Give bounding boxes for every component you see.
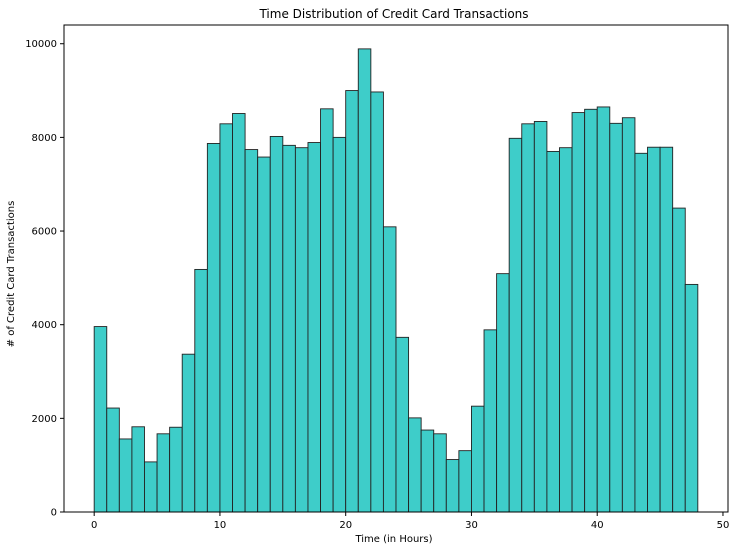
x-tick-label: 10: [214, 520, 227, 531]
y-axis-ticks: 0 2000 4000 6000 8000 10000: [25, 39, 64, 519]
histogram-bar: [294, 147, 309, 513]
y-tick-label: 8000: [32, 133, 57, 144]
y-axis-label: # of Credit Card Transactions: [6, 201, 17, 348]
histogram-bar: [106, 407, 120, 513]
histogram-bar: [634, 152, 648, 513]
histogram-bar: [458, 450, 472, 513]
histogram-bar: [559, 147, 573, 513]
histogram-bar: [596, 106, 611, 513]
x-tick-label: 0: [91, 520, 97, 531]
histogram-bar: [382, 226, 397, 513]
histogram-bar: [508, 137, 523, 513]
histogram-bar: [257, 156, 271, 513]
histogram-bar: [420, 429, 435, 513]
histogram-bar: [609, 122, 623, 513]
histogram-bar: [433, 433, 447, 513]
histogram-bar: [144, 461, 158, 513]
histogram-bar: [445, 459, 460, 513]
histogram-bar: [118, 438, 133, 513]
histogram-bar: [206, 143, 221, 513]
histogram-bar: [571, 112, 586, 513]
x-tick-label: 20: [339, 520, 352, 531]
plot-frame: [63, 24, 729, 513]
histogram-bar: [232, 113, 246, 513]
histogram-bar: [647, 146, 661, 513]
histogram-bar: [395, 336, 410, 513]
histogram-bar: [194, 268, 208, 513]
histogram-bar: [584, 108, 598, 513]
histogram-bar: [244, 149, 259, 513]
histogram-bar: [156, 433, 171, 513]
histogram-bar: [483, 329, 498, 513]
y-tick-label: 2000: [32, 414, 57, 425]
histogram-bar: [169, 426, 183, 513]
histogram-bar: [332, 136, 347, 513]
histogram-bar: [546, 150, 560, 513]
y-tick-label: 0: [51, 508, 57, 519]
x-tick-label: 50: [717, 520, 730, 531]
y-tick-label: 4000: [32, 320, 57, 331]
histogram-bar: [282, 144, 296, 513]
histogram-bar: [181, 353, 196, 513]
histogram-bar: [533, 121, 548, 513]
histogram-bar: [684, 283, 699, 513]
histogram-bar: [659, 146, 674, 513]
histogram-bar: [370, 91, 384, 513]
histogram-bar: [307, 142, 321, 513]
x-tick-label: 30: [465, 520, 478, 531]
histogram-bar: [621, 117, 636, 513]
histogram-bar: [357, 48, 372, 513]
histogram-bar: [496, 273, 510, 513]
x-axis-ticks: 0 10 20 30 40 50: [91, 512, 729, 531]
histogram-bar: [93, 326, 108, 513]
histogram-bar: [320, 108, 334, 513]
histogram-bar: [521, 123, 535, 513]
histogram-bar: [219, 123, 233, 513]
x-tick-label: 40: [591, 520, 604, 531]
y-tick-label: 6000: [32, 227, 57, 238]
histogram-bar: [269, 135, 284, 513]
histogram-bar: [408, 417, 422, 513]
x-axis-label: Time (in Hours): [354, 534, 432, 545]
histogram-bar: [672, 207, 686, 513]
bars-layer: [93, 48, 699, 513]
chart-title: Time Distribution of Credit Card Transac…: [258, 7, 528, 21]
histogram-bar: [345, 90, 359, 513]
y-tick-label: 10000: [25, 39, 57, 50]
histogram-bar: [471, 405, 485, 513]
histogram-bar: [131, 426, 145, 513]
